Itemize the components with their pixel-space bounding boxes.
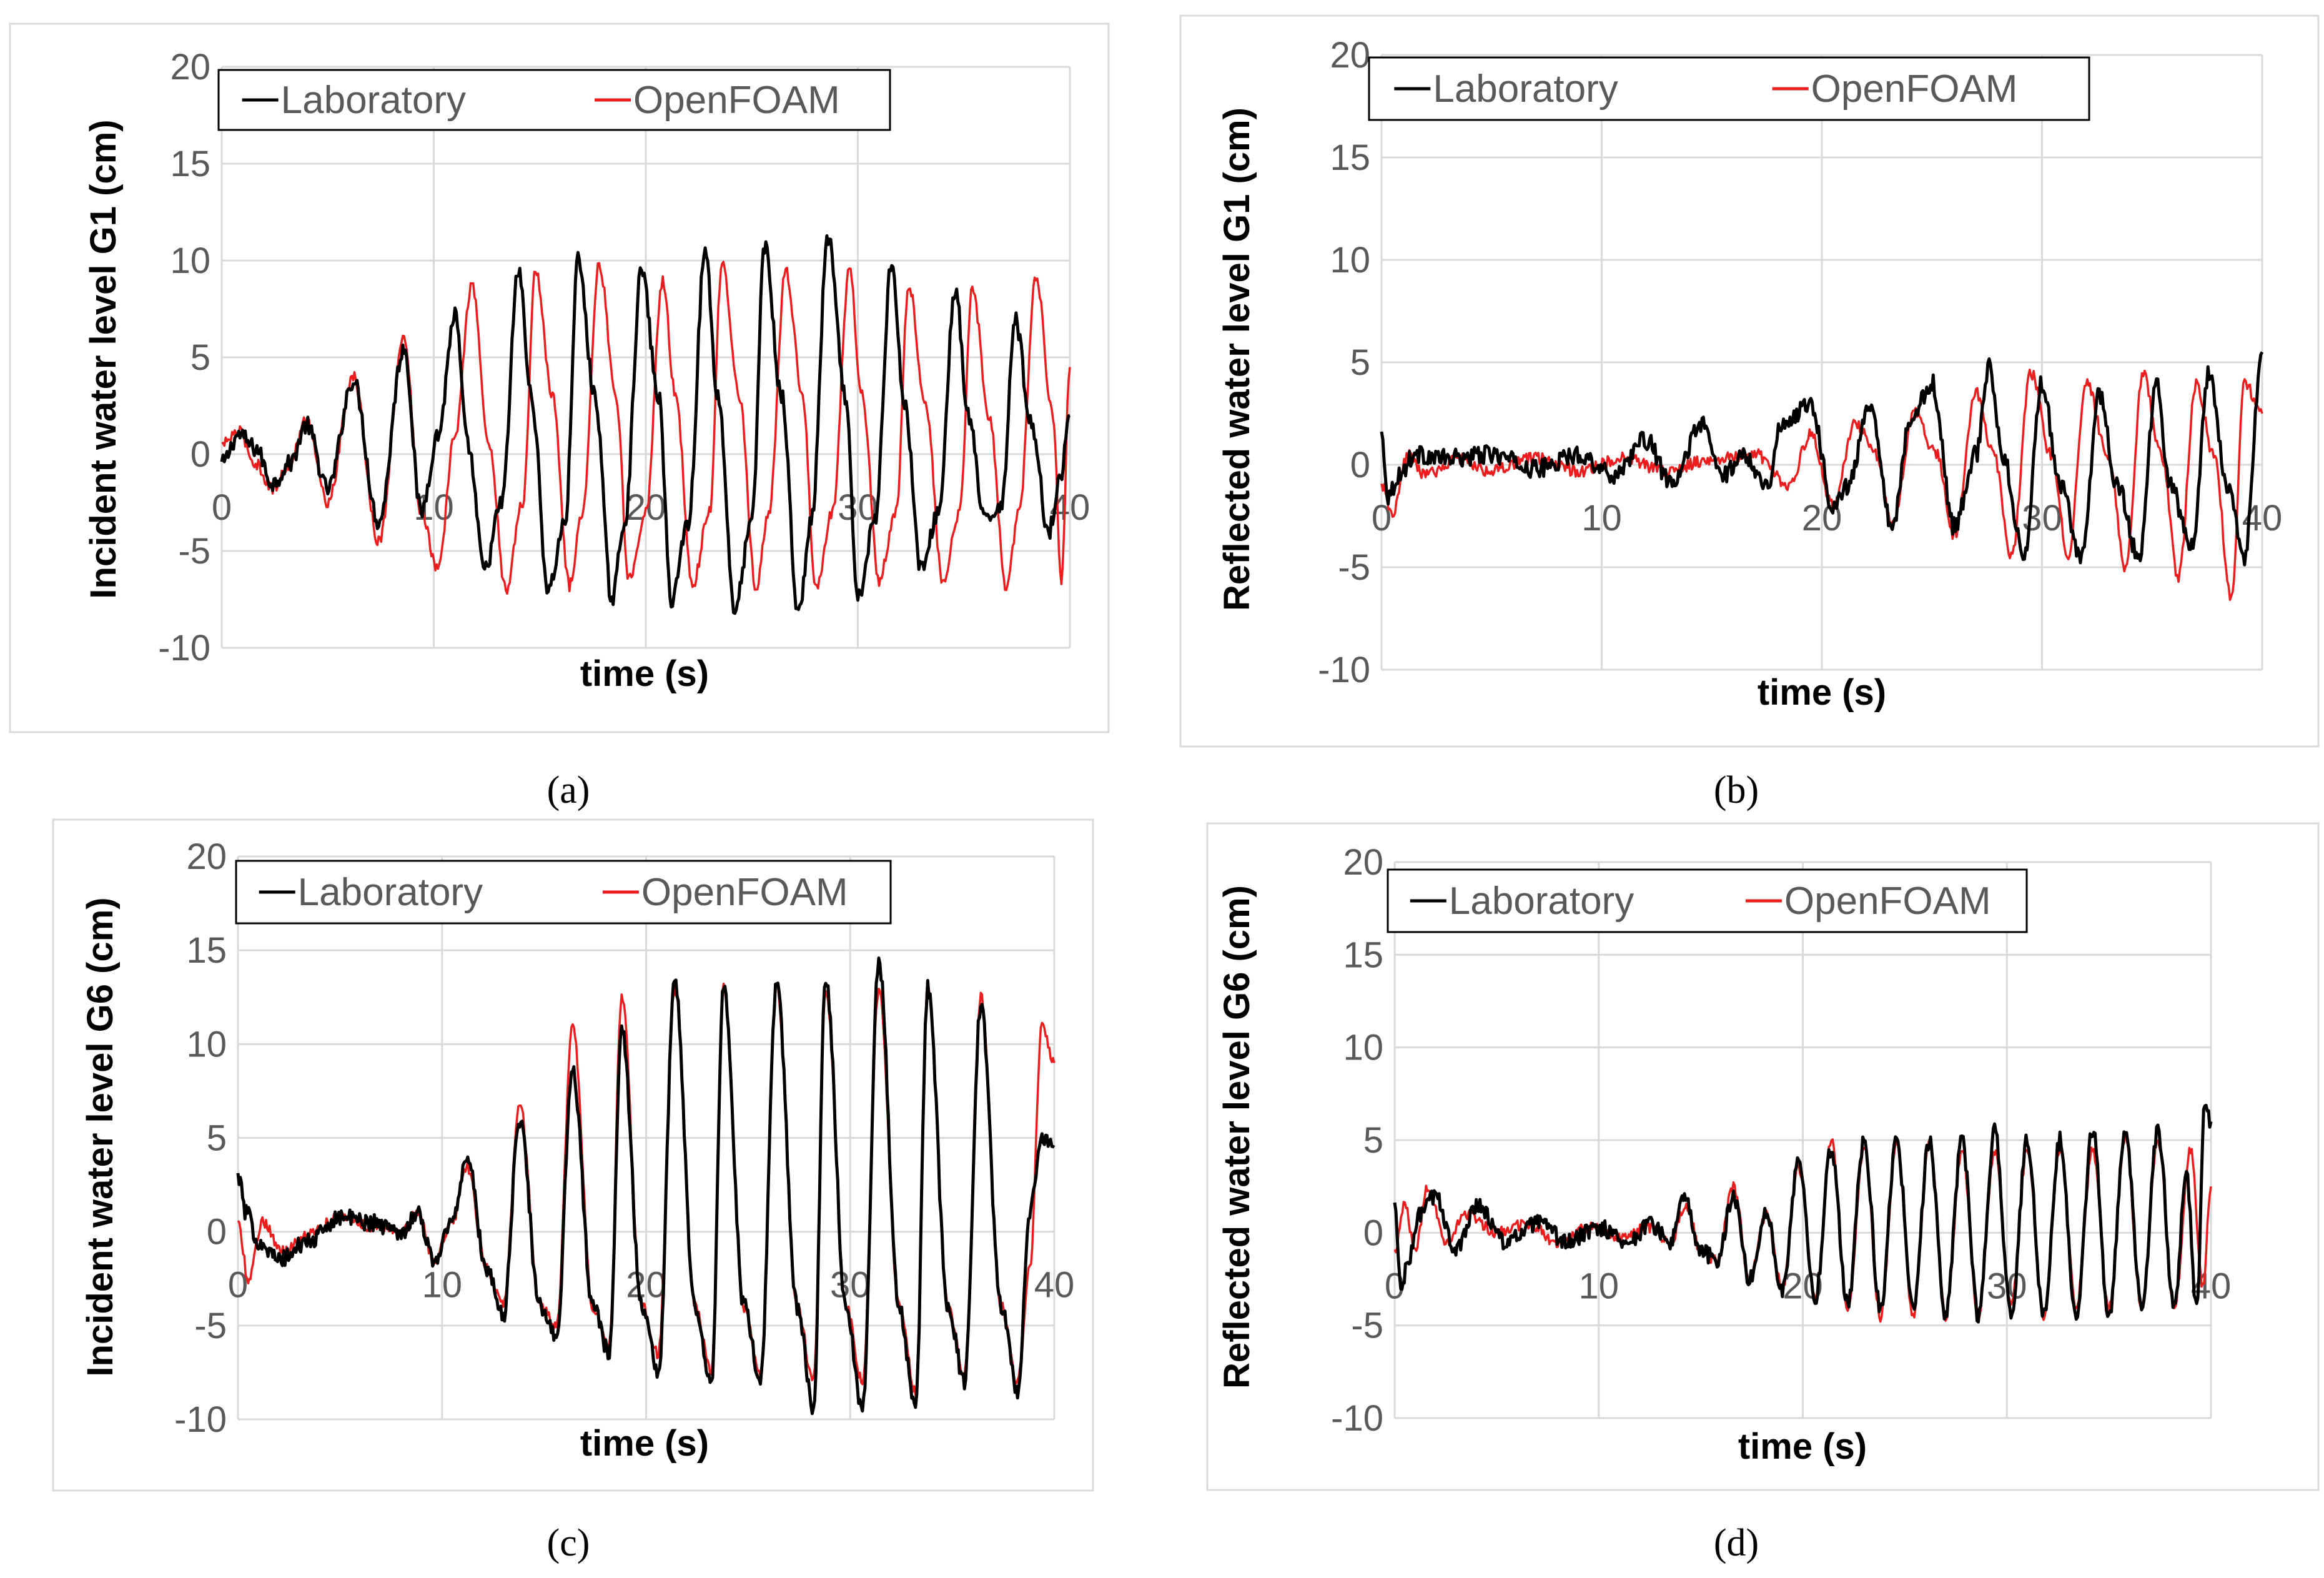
y-tick-label: 15: [1343, 935, 1383, 975]
y-tick-label: -10: [174, 1399, 227, 1440]
x-tick-label: 40: [1034, 1265, 1075, 1306]
y-tick-label: -5: [1338, 547, 1370, 588]
y-tick-label: -5: [1351, 1306, 1383, 1346]
y-axis-title: Incident water level G1 (cm): [83, 119, 124, 598]
y-tick-label: 20: [1343, 842, 1383, 883]
x-tick-label: 10: [1581, 498, 1622, 538]
chart-frame: [1179, 14, 2320, 748]
y-tick-label: 15: [1330, 137, 1370, 178]
legend-label-laboratory: Laboratory: [1449, 880, 1634, 923]
y-tick-label: 0: [190, 434, 210, 475]
y-tick-label: 10: [170, 241, 210, 281]
x-tick-label: 10: [1578, 1266, 1619, 1306]
chart-frame: [9, 22, 1110, 733]
y-tick-label: 5: [1363, 1120, 1383, 1161]
y-tick-label: -5: [178, 531, 210, 572]
y-tick-label: 5: [1350, 342, 1370, 383]
y-tick-label: -10: [1331, 1398, 1383, 1439]
x-axis-title: time (s): [1758, 672, 1886, 713]
x-axis-title: time (s): [1738, 1426, 1867, 1467]
legend-box: [217, 69, 891, 131]
panel-label-c: (c): [547, 1522, 590, 1564]
legend-label-laboratory: Laboratory: [281, 79, 466, 122]
series-line-laboratory: [236, 956, 1056, 1416]
legend-box: [1368, 56, 2090, 121]
legend-label-openfoam: OpenFOAM: [633, 79, 840, 122]
panel-label-a: (a): [547, 769, 590, 811]
x-axis-title: time (s): [580, 653, 709, 694]
y-tick-label: 10: [1343, 1028, 1383, 1068]
legend-label-openfoam: OpenFOAM: [1811, 67, 2018, 111]
y-tick-label: 5: [190, 337, 210, 378]
y-tick-label: 20: [170, 47, 210, 87]
y-tick-label: 20: [1330, 35, 1370, 76]
y-tick-label: 5: [207, 1118, 227, 1159]
y-tick-label: 20: [186, 836, 227, 877]
series-line-laboratory: [1380, 351, 2264, 567]
y-tick-label: 15: [186, 930, 227, 971]
legend-label-openfoam: OpenFOAM: [1784, 880, 1991, 923]
y-tick-label: 10: [1330, 240, 1370, 280]
legend-box: [235, 860, 892, 925]
y-tick-label: -5: [194, 1306, 227, 1346]
x-tick-label: 0: [212, 487, 232, 528]
y-tick-label: 15: [170, 144, 210, 184]
legend-label-laboratory: Laboratory: [1433, 67, 1618, 111]
y-tick-label: -10: [1318, 650, 1370, 690]
series-line-laboratory: [220, 234, 1071, 615]
y-axis-title: Reflected water level G6 (cm): [1217, 885, 1257, 1389]
y-tick-label: 0: [207, 1212, 227, 1253]
y-tick-label: 0: [1363, 1213, 1383, 1253]
panel-label-d: (d): [1714, 1522, 1759, 1564]
legend-box: [1387, 868, 2028, 933]
panel-label-b: (b): [1714, 769, 1759, 811]
x-axis-title: time (s): [580, 1423, 709, 1464]
legend-label-laboratory: Laboratory: [298, 871, 483, 914]
x-tick-label: 20: [626, 1265, 666, 1306]
x-tick-label: 30: [830, 1265, 871, 1306]
y-axis-title: Incident water level G6 (cm): [80, 897, 121, 1376]
chart-frame: [1206, 822, 2320, 1491]
chart-frame: [52, 818, 1094, 1492]
y-tick-label: -10: [158, 628, 210, 668]
series-line-laboratory: [1393, 1103, 2213, 1324]
y-axis-title: Reflected water level G1 (cm): [1217, 107, 1257, 611]
x-tick-label: 10: [422, 1265, 462, 1306]
legend-label-openfoam: OpenFOAM: [641, 871, 848, 914]
y-tick-label: 10: [186, 1024, 227, 1064]
y-tick-label: 0: [1350, 445, 1370, 485]
